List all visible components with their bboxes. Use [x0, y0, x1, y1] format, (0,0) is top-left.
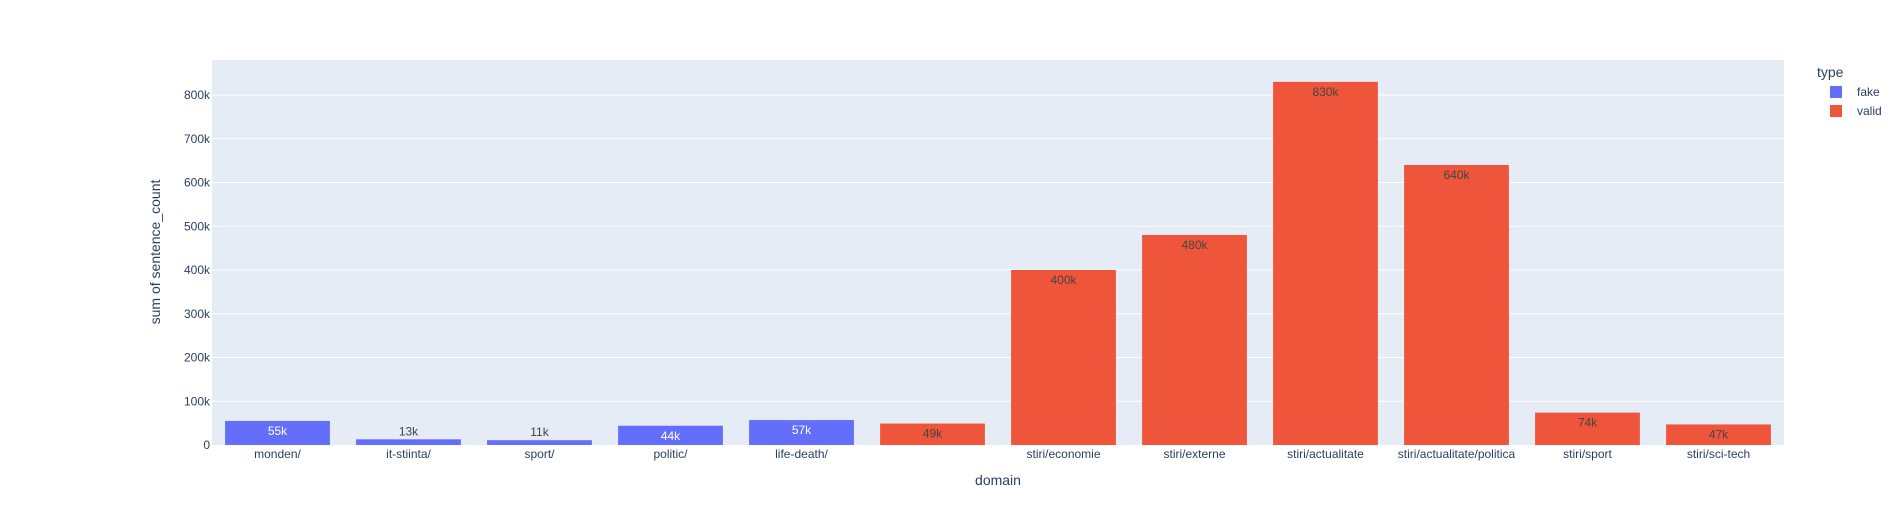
bar-fake[interactable] [225, 420, 330, 445]
x-axis-title: domain [975, 472, 1021, 488]
legend-item-valid[interactable]: valid [1857, 104, 1882, 118]
bar-valid[interactable] [1535, 412, 1640, 445]
x-tick-label: it-stiinta/ [386, 447, 431, 461]
bar-valid[interactable] [1666, 424, 1771, 445]
bar-fake[interactable] [749, 420, 854, 445]
x-tick-label: life-death/ [775, 447, 828, 461]
y-tick-label: 200k [184, 351, 211, 365]
x-tick-label: stiri/actualitate [1287, 447, 1364, 461]
legend-title: type [1817, 64, 1844, 80]
y-tick-label: 100k [184, 394, 211, 408]
plot-background [212, 60, 1784, 445]
bar-valid[interactable] [1142, 235, 1247, 445]
y-axis-ticks: 0 100k 200k 300k 400k 500k 600k 700k 800k [184, 88, 211, 452]
x-tick-label: monden/ [254, 447, 301, 461]
bar-value-label: 57k [792, 423, 812, 437]
y-tick-label: 800k [184, 88, 211, 102]
bar-value-label: 830k [1312, 85, 1339, 99]
x-tick-label: stiri/sci-tech [1687, 447, 1750, 461]
x-tick-label: stiri/sport [1563, 447, 1612, 461]
bar-value-label: 640k [1443, 168, 1470, 182]
bar-fake[interactable] [618, 425, 723, 445]
y-tick-label: 400k [184, 263, 211, 277]
grid-lines [212, 94, 1784, 402]
legend-item-fake[interactable]: fake [1857, 85, 1880, 99]
bar-fake[interactable] [487, 440, 592, 445]
y-tick-label: 0 [203, 438, 210, 452]
x-tick-label: politic/ [653, 447, 688, 461]
legend[interactable]: type fake valid [1817, 64, 1882, 118]
bar-value-label: 74k [1578, 416, 1598, 430]
y-tick-label: 300k [184, 307, 211, 321]
y-axis-title: sum of sentence_count [147, 180, 163, 325]
y-tick-label: 700k [184, 132, 211, 146]
legend-swatch-fake[interactable] [1830, 86, 1842, 98]
bar-value-label: 11k [530, 425, 549, 439]
bar-value-label: 49k [923, 427, 943, 441]
bar-value-label: 13k [399, 424, 419, 438]
x-axis-ticks: monden/it-stiinta/sport/politic/life-dea… [254, 447, 1750, 461]
x-tick-label: stiri/externe [1163, 447, 1225, 461]
bar-valid[interactable] [1404, 165, 1509, 445]
bar-value-label: 480k [1181, 238, 1208, 252]
bars-group: 55k 13k 11k 44k 57k 49k 400k 480k 830k 640k 74k 47k [225, 81, 1771, 445]
legend-swatch-valid[interactable] [1830, 105, 1842, 117]
x-tick-label: stiri/economie [1026, 447, 1100, 461]
bar-valid[interactable] [880, 423, 985, 445]
bar-fake[interactable] [356, 439, 461, 445]
bar-value-label: 44k [661, 429, 681, 443]
y-tick-label: 600k [184, 176, 211, 190]
x-tick-label: stiri/actualitate/politica [1398, 447, 1516, 461]
bar-valid[interactable] [1273, 81, 1378, 445]
bar-value-label: 47k [1709, 427, 1729, 441]
bar-value-label: 400k [1050, 273, 1077, 287]
bar-value-label: 55k [268, 424, 288, 438]
bar-valid[interactable] [1011, 270, 1116, 445]
x-tick-label: sport/ [524, 447, 555, 461]
y-tick-label: 500k [184, 219, 211, 233]
